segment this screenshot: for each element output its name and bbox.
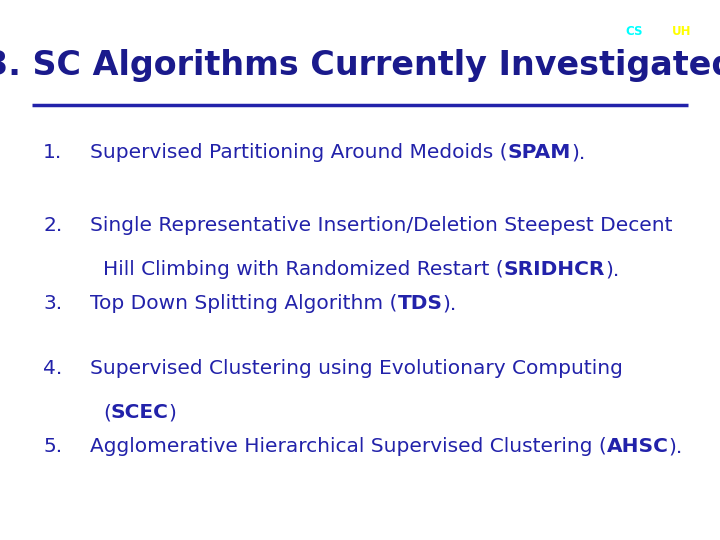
Text: Hill Climbing with Randomized Restart (: Hill Climbing with Randomized Restart ( (103, 260, 503, 279)
Text: Agglomerative Hierarchical Supervised Clustering (: Agglomerative Hierarchical Supervised Cl… (90, 437, 607, 456)
Text: AHSC: AHSC (607, 437, 669, 456)
Text: 4.: 4. (43, 359, 63, 378)
Text: UH: UH (672, 24, 691, 38)
Text: 2.: 2. (43, 216, 63, 235)
Text: Supervised Clustering using Evolutionary Computing: Supervised Clustering using Evolutionary… (90, 359, 623, 378)
Text: (: ( (103, 403, 111, 422)
Text: CS: CS (625, 24, 642, 38)
Text: ).: ). (571, 143, 585, 162)
Text: Top Down Splitting Algorithm (: Top Down Splitting Algorithm ( (90, 294, 397, 313)
Text: ): ) (168, 403, 176, 422)
Text: TDS: TDS (397, 294, 442, 313)
Text: SRIDHCR: SRIDHCR (503, 260, 605, 279)
Text: Single Representative Insertion/Deletion Steepest Decent: Single Representative Insertion/Deletion… (90, 216, 672, 235)
Text: ).: ). (442, 294, 456, 313)
Text: SCEC: SCEC (111, 403, 168, 422)
Text: SPAM: SPAM (508, 143, 571, 162)
Text: 5.: 5. (43, 437, 63, 456)
Text: @: @ (657, 24, 669, 38)
Text: ).: ). (605, 260, 619, 279)
Text: ).: ). (669, 437, 683, 456)
Text: Supervised Partitioning Around Medoids (: Supervised Partitioning Around Medoids ( (90, 143, 508, 162)
Text: 3.: 3. (43, 294, 63, 313)
Text: 1.: 1. (43, 143, 63, 162)
Text: 3. SC Algorithms Currently Investigated: 3. SC Algorithms Currently Investigated (0, 49, 720, 82)
